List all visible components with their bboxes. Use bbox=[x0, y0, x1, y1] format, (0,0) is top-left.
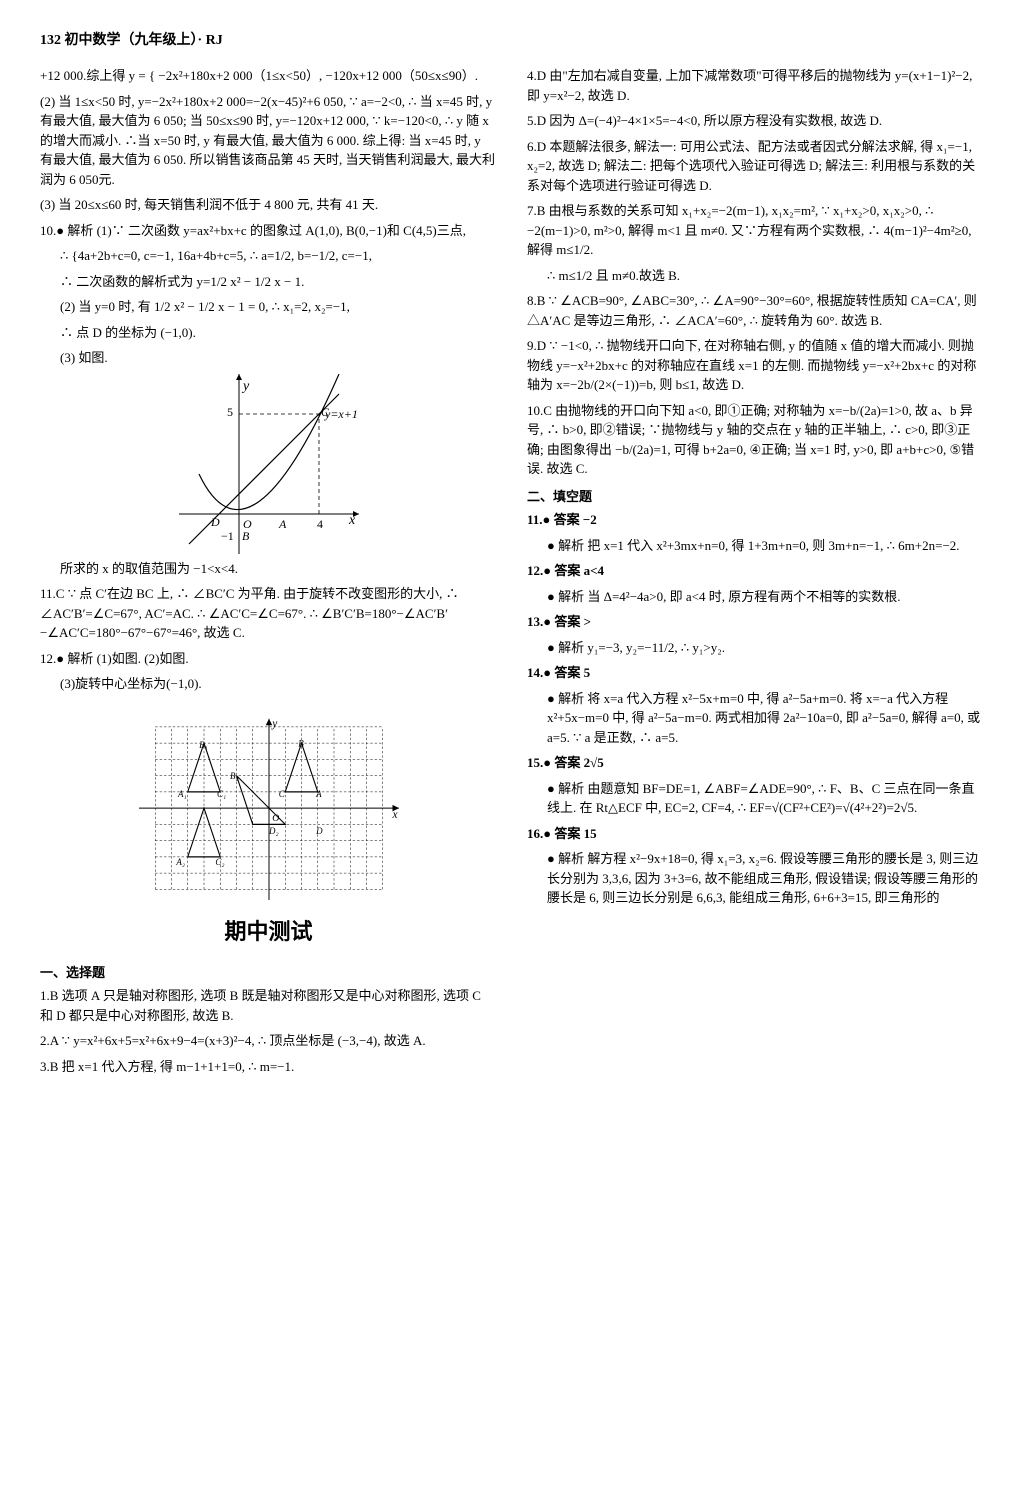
svg-text:B₁: B₁ bbox=[199, 740, 208, 750]
a11-ans: 11.● 答案 −2 bbox=[527, 510, 984, 530]
q11: 11.C ∵ 点 C′在边 BC 上, ∴ ∠BC′C 为平角. 由于旋转不改变… bbox=[40, 584, 497, 643]
a8: 8.B ∵ ∠ACB=90°, ∠ABC=30°, ∴ ∠A=90°−30°=6… bbox=[527, 291, 984, 330]
a15-exp: ● 解析 由题意知 BF=DE=1, ∠ABF=∠ADE=90°, ∴ F、B、… bbox=[547, 779, 984, 818]
q12-3: (3)旋转中心坐标为(−1,0). bbox=[60, 674, 497, 694]
svg-text:−1: −1 bbox=[221, 529, 234, 543]
a12-exp: ● 解析 当 Δ=4²−4a>0, 即 a<4 时, 原方程有两个不相等的实数根… bbox=[547, 587, 984, 607]
q10-head: 10.● 解析 (1)∵ 二次函数 y=ax²+bx+c 的图象过 A(1,0)… bbox=[40, 221, 497, 241]
svg-text:y: y bbox=[271, 717, 278, 729]
main-columns: +12 000.综上得 y = { −2x²+180x+2 000（1≤x<50… bbox=[40, 66, 984, 1082]
q10-ans: 所求的 x 的取值范围为 −1<x<4. bbox=[60, 559, 497, 579]
page-header: 132 初中数学（九年级上）· RJ bbox=[40, 30, 984, 51]
left-column: +12 000.综上得 y = { −2x²+180x+2 000（1≤x<50… bbox=[40, 66, 497, 1082]
svg-text:C: C bbox=[321, 405, 330, 419]
q10-3: (3) 如图. bbox=[60, 348, 497, 368]
svg-text:C₁: C₁ bbox=[217, 788, 226, 798]
a10: 10.C 由抛物线的开口向下知 a<0, 即①正确; 对称轴为 x=−b/(2a… bbox=[527, 401, 984, 479]
a7: 7.B 由根与系数的关系可知 x₁+x₂=−2(m−1), x₁x₂=m², ∵… bbox=[527, 201, 984, 260]
svg-text:B₂: B₂ bbox=[230, 770, 239, 780]
svg-text:A: A bbox=[278, 517, 287, 531]
a12-ans: 12.● 答案 a<4 bbox=[527, 561, 984, 581]
svg-text:4: 4 bbox=[317, 517, 323, 531]
svg-text:x: x bbox=[391, 808, 397, 820]
a2: 2.A ∵ y=x²+6x+5=x²+6x+9−4=(x+3)²−4, ∴ 顶点… bbox=[40, 1031, 497, 1051]
a13-exp: ● 解析 y₁=−3, y₂=−11/2, ∴ y₁>y₂. bbox=[547, 638, 984, 658]
graph-rotation: x y O B₁ A₁ C₁ B₂ B A C D D₂ A₂ C₂ bbox=[139, 700, 399, 900]
svg-text:C: C bbox=[278, 788, 285, 798]
a15-ans: 15.● 答案 2√5 bbox=[527, 753, 984, 773]
svg-text:x: x bbox=[348, 513, 356, 528]
q10-eq: ∴ {4a+2b+c=0, c=−1, 16a+4b+c=5, ∴ a=1/2,… bbox=[60, 246, 497, 266]
q12-head: 12.● 解析 (1)如图. (2)如图. bbox=[40, 649, 497, 669]
svg-text:D: D bbox=[315, 826, 323, 836]
a5: 5.D 因为 Δ=(−4)²−4×1×5=−4<0, 所以原方程没有实数根, 故… bbox=[527, 111, 984, 131]
a14-exp: ● 解析 将 x=a 代入方程 x²−5x+m=0 中, 得 a²−5a+m=0… bbox=[547, 689, 984, 748]
a16-ans: 16.● 答案 15 bbox=[527, 824, 984, 844]
a4: 4.D 由"左加右减自变量, 上加下减常数项"可得平移后的抛物线为 y=(x+1… bbox=[527, 66, 984, 105]
svg-text:B: B bbox=[298, 738, 304, 748]
svg-text:5: 5 bbox=[227, 405, 233, 419]
svg-text:A: A bbox=[315, 788, 322, 798]
a9: 9.D ∵ −1<0, ∴ 抛物线开口向下, 在对称轴右侧, y 的值随 x 值… bbox=[527, 336, 984, 395]
svg-text:A₁: A₁ bbox=[177, 788, 187, 798]
a1: 1.B 选项 A 只是轴对称图形, 选项 B 既是轴对称图形又是中心对称图形, … bbox=[40, 986, 497, 1025]
a6: 6.D 本题解法很多, 解法一: 可用公式法、配方法或者因式分解法求解, 得 x… bbox=[527, 137, 984, 196]
right-column: 4.D 由"左加右减自变量, 上加下减常数项"可得平移后的抛物线为 y=(x+1… bbox=[527, 66, 984, 1082]
q10-2: (2) 当 y=0 时, 有 1/2 x² − 1/2 x − 1 = 0, ∴… bbox=[60, 297, 497, 317]
midtest-title: 期中测试 bbox=[40, 915, 497, 948]
svg-text:C₂: C₂ bbox=[215, 857, 224, 867]
text-block: (2) 当 1≤x<50 时, y=−2x²+180x+2 000=−2(x−4… bbox=[40, 92, 497, 190]
a14-ans: 14.● 答案 5 bbox=[527, 663, 984, 683]
svg-text:O: O bbox=[272, 813, 279, 824]
graph-parabola: x y y=x+1 C 5 D O A −1 B 4 bbox=[169, 374, 369, 554]
text-block: +12 000.综上得 y = { −2x²+180x+2 000（1≤x<50… bbox=[40, 66, 497, 86]
a16-exp: ● 解析 解方程 x²−9x+18=0, 得 x₁=3, x₂=6. 假设等腰三… bbox=[547, 849, 984, 908]
text-block: (3) 当 20≤x≤60 时, 每天销售利润不低于 4 800 元, 共有 4… bbox=[40, 195, 497, 215]
svg-text:y: y bbox=[241, 379, 250, 394]
a11-exp: ● 解析 把 x=1 代入 x²+3mx+n=0, 得 1+3m+n=0, 则 … bbox=[547, 536, 984, 556]
a3: 3.B 把 x=1 代入方程, 得 m−1+1+1=0, ∴ m=−1. bbox=[40, 1057, 497, 1077]
svg-text:B: B bbox=[242, 529, 250, 543]
svg-text:D: D bbox=[210, 515, 220, 529]
a13-ans: 13.● 答案 > bbox=[527, 612, 984, 632]
sec1-title: 一、选择题 bbox=[40, 963, 497, 983]
svg-text:A₂: A₂ bbox=[175, 857, 185, 867]
a7b: ∴ m≤1/2 且 m≠0.故选 B. bbox=[547, 266, 984, 286]
q10-2b: ∴ 点 D 的坐标为 (−1,0). bbox=[60, 323, 497, 343]
svg-text:D₂: D₂ bbox=[268, 826, 279, 836]
sec2-title: 二、填空题 bbox=[527, 487, 984, 507]
q10-res: ∴ 二次函数的解析式为 y=1/2 x² − 1/2 x − 1. bbox=[60, 272, 497, 292]
